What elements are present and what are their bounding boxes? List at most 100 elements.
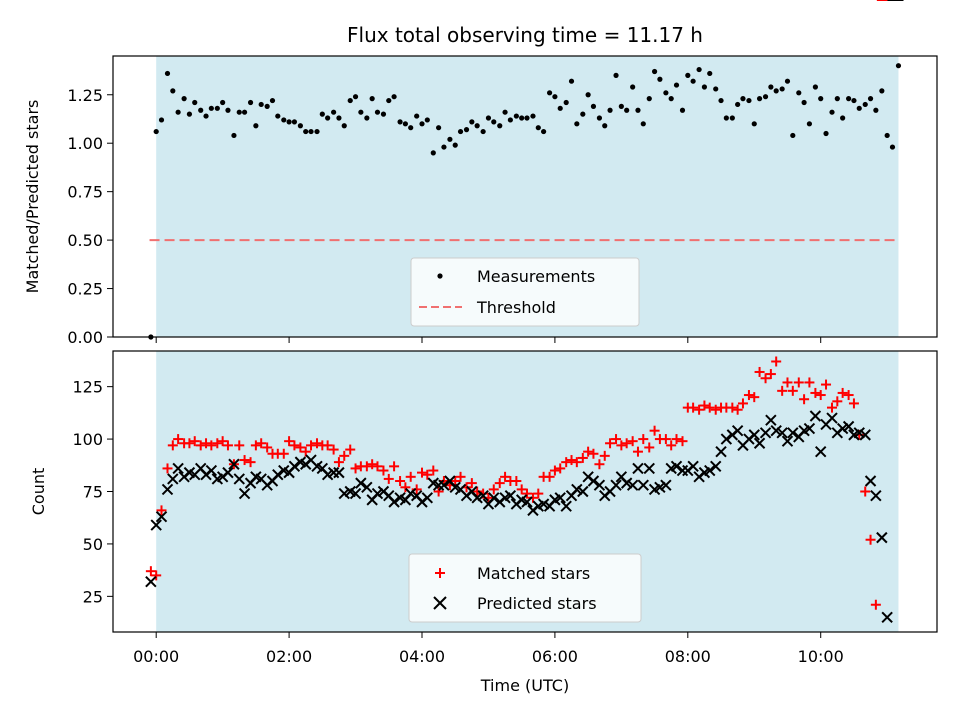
measurement-point [452,142,458,148]
measurement-point [840,115,846,121]
predicted-star-point [809,410,822,422]
measurement-point [364,115,370,121]
matched-star-point [549,465,560,476]
matched-star-point [262,442,273,453]
predicted-star-point [421,492,434,504]
top-panel: 0.00 0.25 0.50 0.75 1.00 1.25 Matched/Predict… [23,55,938,347]
legend-measurements-label: Measurements [477,267,595,286]
matched-star-point [799,394,810,405]
measurement-point [424,117,430,123]
matched-star-point [787,385,798,396]
matched-star-point [754,366,765,377]
measurement-point [801,99,807,106]
measurement-point [823,130,829,137]
matched-star-point [616,440,627,451]
predicted-star-point [870,489,882,502]
predicted-star-point [759,427,772,439]
predicted-star-point [842,420,855,433]
matched-star-point [300,446,311,457]
matched-star-point [782,377,793,388]
measurement-point [358,109,364,115]
measurement-point [436,125,442,131]
matched-star-point [605,438,616,449]
matched-star-point [588,448,599,459]
measurement-point [867,96,874,102]
predicted-star-point [587,475,600,487]
measurement-point [264,103,270,109]
predicted-star-point [388,496,400,508]
measurement-point [568,78,575,84]
measurement-point [175,109,181,115]
y-tick-label: 25 [83,587,103,606]
legend-matched-marker [435,568,445,578]
matched-star-point [472,486,483,497]
predicted-star-point [361,481,373,494]
matched-star-point [599,450,610,461]
matched-star-point [699,400,710,411]
measurement-point [773,88,779,94]
measurement-point [241,109,248,115]
predicted-star-point [781,435,794,447]
top-legend: Measurements Threshold [410,257,640,327]
matched-star-point [765,369,776,380]
matched-star-point [677,436,688,447]
matched-star-point [804,377,815,388]
measurement-point [457,128,464,135]
measurement-point [369,96,375,102]
predicted-star-point [637,479,649,491]
predicted-star-point [238,487,251,500]
measurement-point [502,109,508,115]
matched-star-point [256,438,267,449]
measurement-point [419,121,425,127]
measurement-point [535,125,541,131]
x-axis-label: Time (UTC) [480,676,569,695]
matched-star-point [533,488,544,499]
matched-star-point [378,465,389,476]
predicted-star-point [333,466,345,479]
matched-star-point [743,390,754,401]
y-tick-label: 125 [72,378,103,397]
matched-star-point [289,440,300,451]
matched-star-point [312,438,323,449]
y-tick-label: 0.50 [67,231,103,250]
measurement-point [530,113,536,119]
matched-star-point [428,465,439,476]
matched-star-point [151,570,162,581]
x-tick-label: 08:00 [665,647,711,666]
matched-star-point [732,404,743,415]
measurement-point [723,115,729,121]
measurement-point [513,113,519,119]
measurement-point [220,99,226,106]
predicted-star-point [593,479,606,491]
matched-star-point [611,434,622,445]
matched-star-point [234,440,245,451]
predicted-star-point [155,510,168,523]
matched-star-point [500,471,511,482]
measurement-point [646,96,652,102]
matched-star-point [737,398,748,409]
matched-star-point [870,599,881,610]
measurement-point [463,127,470,133]
measurement-point [297,123,303,129]
matched-star-point [511,476,522,487]
matched-star-point [422,469,433,480]
matched-star-point [466,478,477,489]
matched-star-point [284,436,295,447]
matched-star-point [821,379,832,390]
top-axes-frame [112,55,938,338]
y-tick-label: 1.00 [67,134,103,153]
matched-star-point [777,385,788,396]
measurement-point [790,132,796,139]
legend-threshold-label: Threshold [476,298,556,317]
measurement-point [291,119,298,125]
measurement-point [208,105,214,111]
predicted-star-point [205,464,218,477]
measurement-point [879,88,885,94]
predicted-star-point [355,477,367,489]
y-tick-label: 50 [83,535,103,554]
predicted-star-point [826,412,838,424]
matched-star-point [333,457,344,468]
matched-star-point [660,434,671,445]
matched-star-point [405,471,416,482]
matched-star-point [184,438,195,449]
